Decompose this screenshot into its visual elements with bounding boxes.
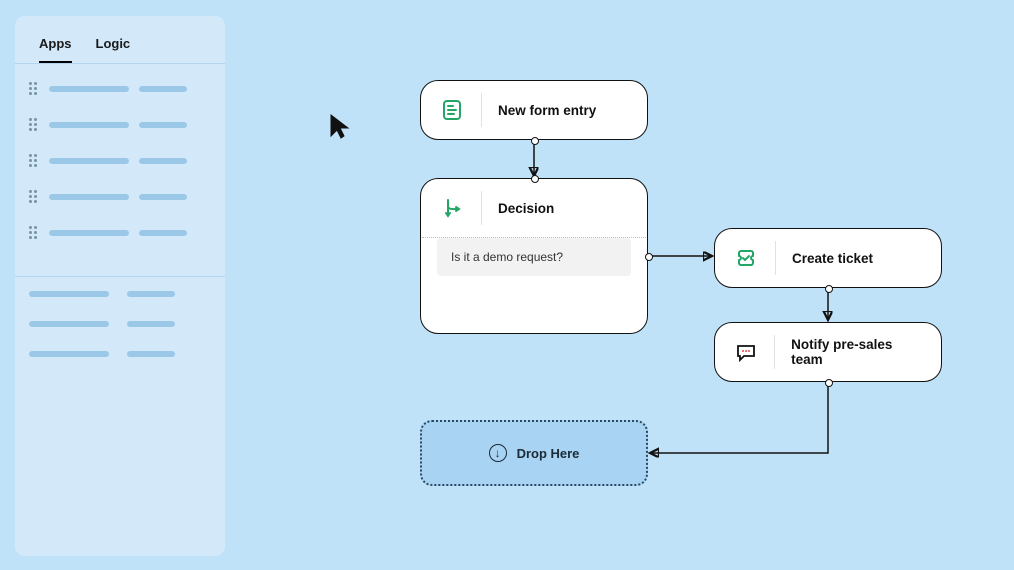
- drop-zone-label: Drop Here: [517, 446, 580, 461]
- ticket-icon: [733, 245, 759, 271]
- node-notify[interactable]: Notify pre-sales team: [714, 322, 942, 382]
- sidebar-divider: [15, 276, 225, 277]
- node-label: Create ticket: [792, 251, 873, 266]
- node-label: Decision: [498, 201, 554, 216]
- list-item[interactable]: [29, 321, 211, 327]
- port-right[interactable]: [645, 253, 653, 261]
- sidebar: Apps Logic: [15, 16, 225, 556]
- node-decision[interactable]: Decision Is it a demo request?: [420, 178, 648, 334]
- port-bottom[interactable]: [825, 379, 833, 387]
- cursor-icon: [330, 114, 352, 140]
- node-label: New form entry: [498, 103, 596, 118]
- sidebar-tabs: Apps Logic: [15, 16, 225, 64]
- drag-handle-icon[interactable]: [29, 82, 39, 96]
- download-icon: ↓: [489, 444, 507, 462]
- list-item[interactable]: [29, 351, 211, 357]
- drag-handle-icon[interactable]: [29, 190, 39, 204]
- workflow-canvas: Apps Logic: [0, 0, 1014, 570]
- form-icon: [439, 97, 465, 123]
- list-item[interactable]: [29, 118, 211, 132]
- port-top[interactable]: [531, 175, 539, 183]
- port-bottom[interactable]: [825, 285, 833, 293]
- drag-handle-icon[interactable]: [29, 118, 39, 132]
- tab-logic[interactable]: Logic: [96, 36, 131, 63]
- decision-condition: Is it a demo request?: [437, 238, 631, 276]
- node-create-ticket[interactable]: Create ticket: [714, 228, 942, 288]
- list-item[interactable]: [29, 226, 211, 240]
- list-item[interactable]: [29, 154, 211, 168]
- list-item[interactable]: [29, 82, 211, 96]
- port-bottom[interactable]: [531, 137, 539, 145]
- sidebar-secondary-list: [15, 291, 225, 357]
- list-item[interactable]: [29, 291, 211, 297]
- drag-handle-icon[interactable]: [29, 226, 39, 240]
- tab-apps[interactable]: Apps: [39, 36, 72, 63]
- branch-icon: [439, 195, 465, 221]
- drag-handle-icon[interactable]: [29, 154, 39, 168]
- message-icon: [733, 339, 758, 365]
- sidebar-list: [15, 64, 225, 268]
- node-form-entry[interactable]: New form entry: [420, 80, 648, 140]
- node-label: Notify pre-sales team: [791, 337, 923, 367]
- drop-zone[interactable]: ↓ Drop Here: [420, 420, 648, 486]
- list-item[interactable]: [29, 190, 211, 204]
